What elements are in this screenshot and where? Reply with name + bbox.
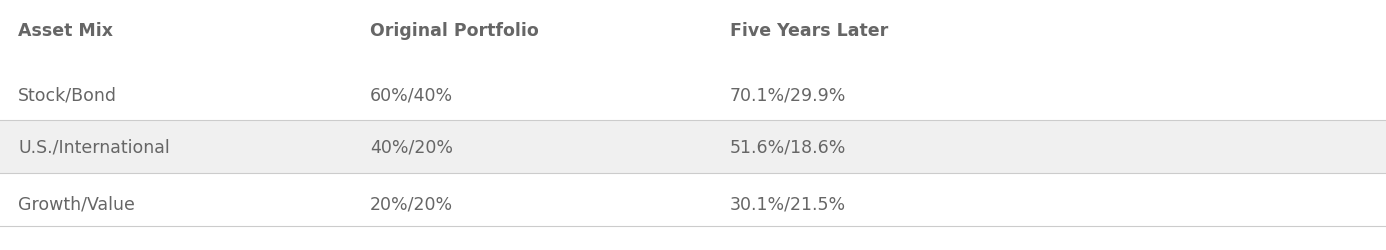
Text: 70.1%/29.9%: 70.1%/29.9%: [730, 86, 847, 103]
Text: 60%/40%: 60%/40%: [370, 86, 453, 103]
Text: 40%/20%: 40%/20%: [370, 138, 453, 156]
Text: Original Portfolio: Original Portfolio: [370, 22, 539, 40]
Text: Stock/Bond: Stock/Bond: [18, 86, 116, 103]
Text: U.S./International: U.S./International: [18, 138, 169, 156]
Text: 20%/20%: 20%/20%: [370, 195, 453, 213]
Text: 51.6%/18.6%: 51.6%/18.6%: [730, 138, 847, 156]
Text: Growth/Value: Growth/Value: [18, 195, 134, 213]
Text: Asset Mix: Asset Mix: [18, 22, 114, 40]
Bar: [0, 120, 1386, 173]
Text: 30.1%/21.5%: 30.1%/21.5%: [730, 195, 845, 213]
Text: Five Years Later: Five Years Later: [730, 22, 888, 40]
